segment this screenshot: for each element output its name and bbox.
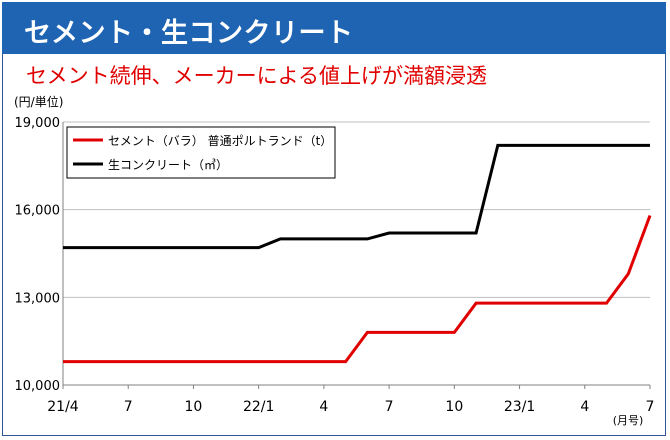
legend-entry: セメント（バラ） 普通ポルトランド（t） (108, 134, 332, 148)
x-tick-label: 21/4 (47, 399, 79, 415)
series-line-ready-mixed-concrete (63, 143, 650, 250)
y-axis-label: (円/単位) (14, 94, 63, 109)
page-title: セメント・生コンクリート (24, 18, 354, 49)
title-bar: セメント・生コンクリート (2, 2, 666, 54)
x-tick-label: 4 (319, 399, 328, 415)
x-tick-label: 22/1 (243, 399, 274, 415)
x-tick-label: 7 (124, 399, 133, 415)
legend-entry: 生コンクリート（㎥） (108, 158, 228, 172)
x-tick-label: 23/1 (504, 399, 535, 415)
x-axis-unit-label: (月号) (613, 414, 644, 427)
chart-subtitle: セメント続伸、メーカーによる値上げが満額浸透 (26, 64, 487, 88)
x-tick-label: 7 (646, 399, 655, 415)
x-tick-label: 7 (385, 399, 394, 415)
x-tick-label: 10 (185, 399, 203, 415)
y-tick-label: 19,000 (15, 116, 61, 131)
y-tick-label: 16,000 (15, 204, 61, 219)
chart-frame (2, 2, 666, 436)
x-tick-label: 10 (445, 399, 463, 415)
y-tick-label: 10,000 (15, 379, 61, 394)
x-tick-label: 4 (580, 399, 589, 415)
y-tick-label: 13,000 (15, 291, 61, 306)
legend-box (66, 126, 336, 179)
series-line-cement (63, 214, 652, 364)
